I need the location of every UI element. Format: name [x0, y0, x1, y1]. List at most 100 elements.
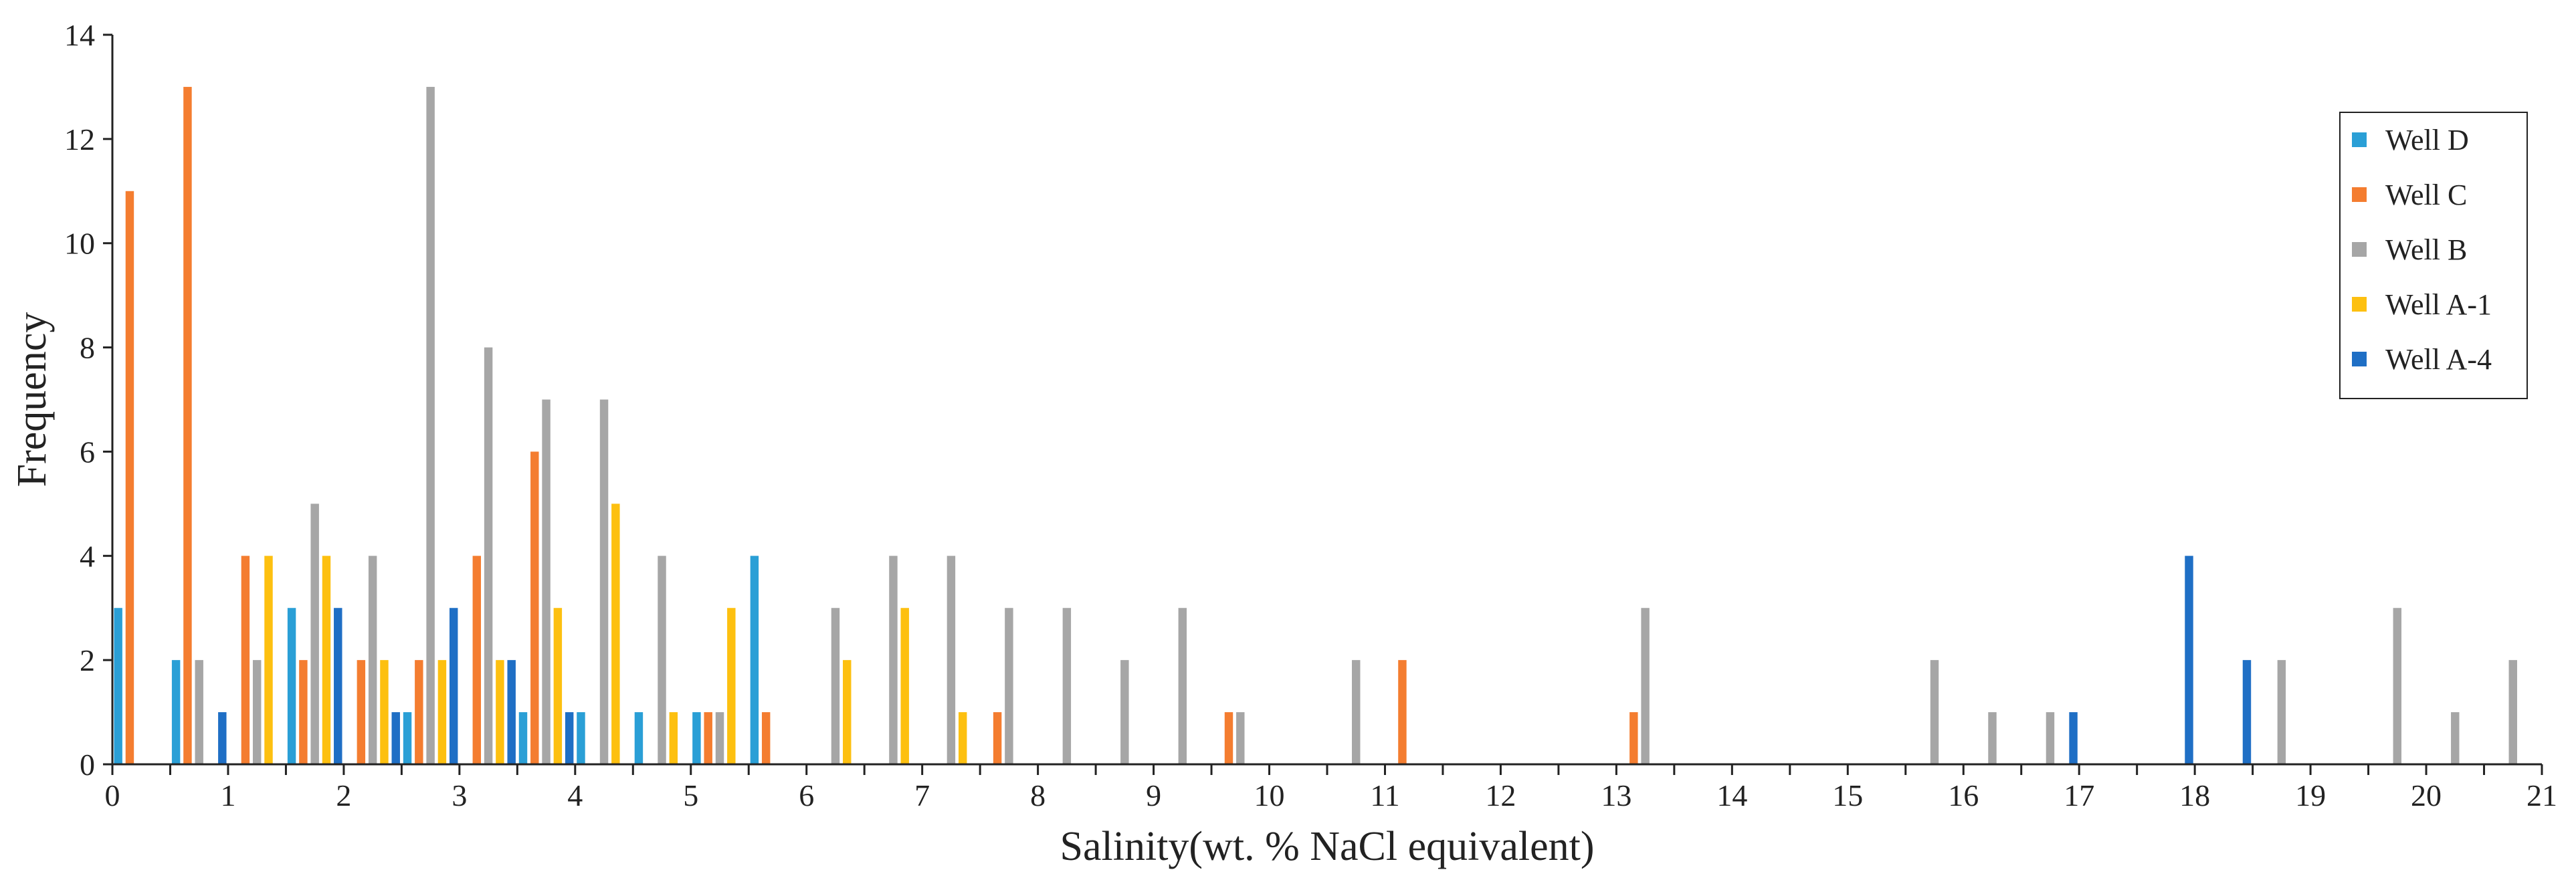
bar-well-c [1398, 660, 1407, 764]
y-tick-label: 0 [80, 748, 95, 782]
x-tick-label: 15 [1832, 778, 1863, 812]
bar-well-b [1062, 608, 1072, 764]
legend-label: Well B [2385, 233, 2467, 266]
bar-well-b [426, 86, 435, 764]
bar-well-a-4 [391, 712, 400, 764]
bar-well-c [241, 556, 250, 764]
bar-well-d [577, 712, 585, 764]
bar-well-b [947, 556, 956, 764]
bar-well-a-4 [565, 712, 574, 764]
legend-label: Well A-4 [2385, 343, 2492, 376]
bar-well-a-1 [264, 556, 273, 764]
bar-well-b [1178, 608, 1187, 764]
bar-well-d [171, 660, 181, 764]
bar-well-c [993, 712, 1002, 764]
bar-well-c [125, 191, 134, 764]
bar-well-a-1 [496, 660, 504, 764]
x-tick-label: 6 [799, 778, 814, 812]
y-axis-ticks: 0 2 4 6 8 10 12 14 [64, 18, 112, 782]
x-tick-label: 14 [1716, 778, 1747, 812]
plot-area: 0 1 2 3 4 5 6 7 8 9 10 11 12 13 14 15 16 17 18 19 20 21 02468… [64, 18, 2557, 812]
bar-well-b [2508, 660, 2517, 764]
bar-well-d [692, 712, 701, 764]
bar-well-b [310, 504, 319, 764]
bar-well-a-4 [218, 712, 227, 764]
bar-well-a-1 [611, 504, 620, 764]
bar-well-b [1005, 608, 1013, 764]
x-tick-label: 21 [2527, 778, 2557, 812]
legend-swatch [2352, 352, 2367, 366]
y-tick-label: 14 [64, 18, 95, 52]
bar-well-a-1 [958, 712, 967, 764]
bar-well-a-4 [449, 608, 458, 764]
bar-well-a-1 [553, 608, 563, 764]
x-tick-label: 3 [452, 778, 467, 812]
bar-well-b [715, 712, 724, 764]
bar-well-d [403, 712, 412, 764]
bar-well-b [2393, 608, 2402, 764]
legend-label: Well C [2385, 179, 2467, 211]
bar-well-a-1 [322, 556, 331, 764]
bar-well-b [195, 660, 203, 764]
bar-well-b [2277, 660, 2286, 764]
legend-label: Well A-1 [2385, 288, 2492, 321]
bar-well-b [2046, 712, 2055, 764]
bar-well-b [542, 399, 551, 764]
x-tick-label: 4 [567, 778, 583, 812]
x-tick-label: 2 [336, 778, 351, 812]
bar-well-c [357, 660, 366, 764]
bar-well-a-4 [507, 660, 516, 764]
x-tick-label: 13 [1601, 778, 1631, 812]
bar-well-a-1 [727, 608, 736, 764]
bar-well-c [530, 451, 539, 764]
bar-well-c [472, 556, 482, 764]
x-tick-label: 5 [683, 778, 698, 812]
x-tick-label: 17 [2064, 778, 2094, 812]
y-tick-label: 2 [80, 643, 95, 677]
bar-well-a-1 [437, 660, 447, 764]
x-tick-label: 11 [1370, 778, 1399, 812]
bar-well-d [518, 712, 528, 764]
bar-well-b [1120, 660, 1129, 764]
bar-well-c [415, 660, 423, 764]
bars [114, 86, 2517, 764]
bar-well-b [658, 556, 666, 764]
y-tick-label: 10 [64, 227, 95, 261]
bar-well-b [1641, 608, 1650, 764]
bar-well-c [1224, 712, 1233, 764]
x-tick-label: 8 [1030, 778, 1046, 812]
bar-well-a-4 [334, 608, 342, 764]
bar-well-b [1236, 712, 1245, 764]
bar-well-d [750, 556, 759, 764]
x-tick-label: 1 [220, 778, 235, 812]
legend-box [2339, 112, 2528, 399]
legend-swatch [2352, 242, 2367, 257]
bar-well-b [368, 556, 377, 764]
y-tick-label: 4 [80, 539, 95, 573]
bar-well-b [889, 556, 898, 764]
bar-well-b [831, 608, 840, 764]
x-tick-label: 12 [1485, 778, 1516, 812]
legend-label: Well D [2385, 124, 2469, 156]
bar-well-d [114, 608, 122, 764]
bar-well-a-1 [380, 660, 389, 764]
legend: Well D Well C Well B Well A-1 Well A-4 [2339, 112, 2528, 399]
bar-well-c [299, 660, 308, 764]
y-tick-label: 6 [80, 435, 95, 469]
bar-well-b [1930, 660, 1939, 764]
bar-well-c [183, 86, 192, 764]
bar-well-d [634, 712, 643, 764]
x-axis-title: Salinity(wt. % NaCl equivalent) [1060, 824, 1595, 869]
bar-well-b [599, 399, 609, 764]
x-tick-label: 18 [2179, 778, 2210, 812]
x-tick-label: 16 [1948, 778, 1979, 812]
x-tick-label: 9 [1146, 778, 1161, 812]
y-tick-label: 12 [64, 122, 95, 156]
x-tick-label: 19 [2295, 778, 2326, 812]
bar-well-b [2451, 712, 2460, 764]
legend-swatch [2352, 297, 2367, 312]
bar-well-d [287, 608, 296, 764]
bar-well-a-1 [669, 712, 678, 764]
bar-well-b [252, 660, 262, 764]
